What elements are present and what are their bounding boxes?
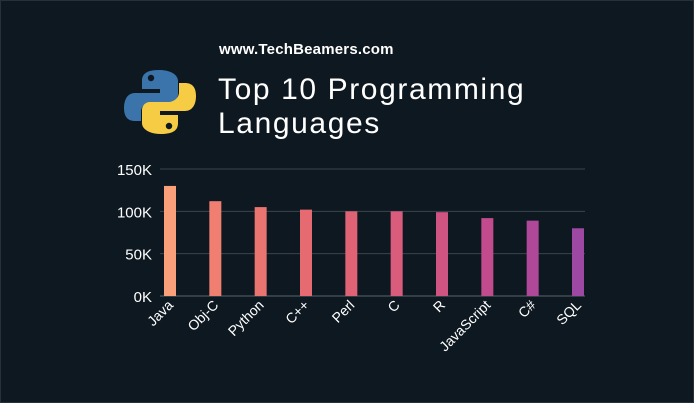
python-logo-icon [124,70,196,134]
site-url: www.TechBeamers.com [219,41,394,58]
title-line-1: Top 10 Programming [218,73,526,106]
bar [254,207,267,296]
bar [345,211,358,296]
bar [209,201,222,296]
title-line-2: Languages [218,107,381,140]
bar [164,185,176,296]
y-tick-label: 0K [134,289,152,306]
x-tick-label: Obj-C [184,297,221,334]
bar [436,212,448,296]
bar [300,209,312,296]
x-tick-label: C++ [282,297,312,327]
x-tick-label: Perl [329,297,358,326]
bar [526,220,539,296]
y-tick-label: 150K [117,162,152,179]
bar [390,211,403,296]
y-tick-label: 100K [117,204,152,221]
y-tick-label: 50K [125,247,152,264]
x-tick-label: C# [515,297,539,321]
bar [572,228,584,296]
x-tick-label: C [384,297,402,315]
bar [481,218,494,296]
x-tick-label: R [430,297,448,315]
x-tick-label: SQL [553,297,584,328]
x-tick-label: Python [225,297,267,339]
chart-title: Top 10 Programming Languages [218,73,638,141]
